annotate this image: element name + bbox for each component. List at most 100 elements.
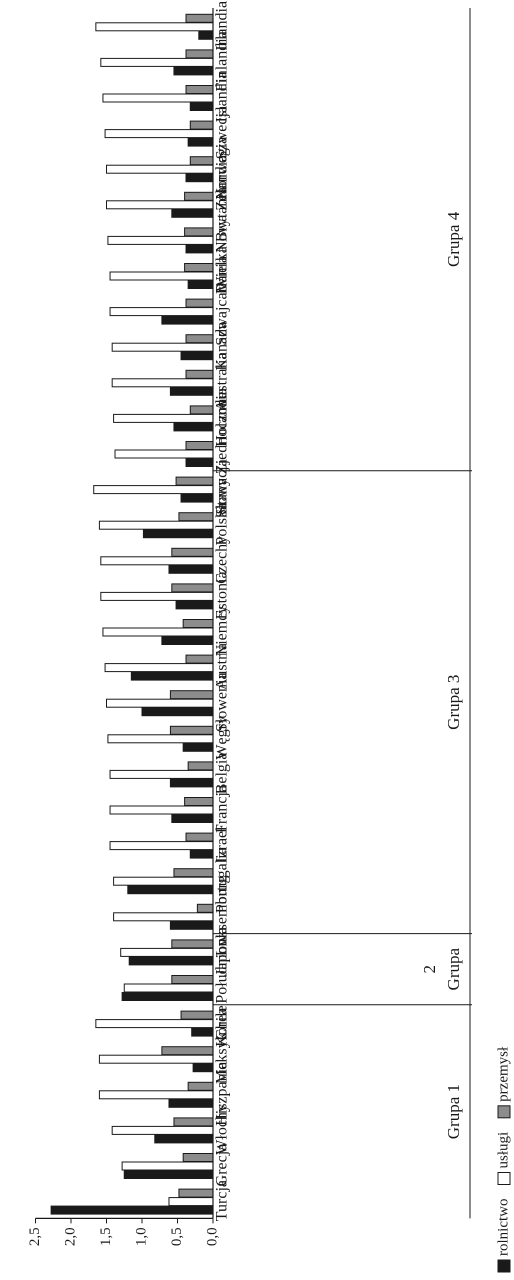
bar-przemysł-12 (187, 761, 214, 771)
bar-rolnictwo-15 (130, 671, 214, 681)
bar-usługi-5 (95, 1019, 214, 1029)
group-label: Grupa (444, 948, 463, 991)
bar-rolnictwo-31 (189, 102, 214, 111)
group-labels: Grupa 1 Grupa 2 Grupa 3 Grupa 4 (213, 8, 472, 1219)
bar-usługi-13 (107, 734, 214, 744)
bar-rolnictwo-28 (171, 208, 214, 218)
bar-przemysł-4 (161, 1046, 214, 1056)
bar-usługi-29 (106, 164, 214, 174)
bar-przemysł-10 (185, 832, 214, 842)
legend-swatch-rolnictwo (497, 1259, 511, 1273)
bar-rolnictwo-0 (50, 1205, 214, 1215)
bar-przemysł-5 (180, 1010, 214, 1020)
category-label: Stany Zjednoczone (213, 391, 230, 514)
legend-label: rolnictwo (495, 1199, 511, 1257)
bar-rolnictwo-8 (169, 920, 214, 930)
bar-usługi-32 (100, 57, 214, 67)
category-label: Portugalia (213, 847, 230, 913)
bar-przemysł-9 (173, 868, 214, 878)
tick-label: 1,0 (133, 1227, 149, 1246)
tick-label: 2,0 (62, 1227, 78, 1246)
category-label: Korea Południowa (213, 927, 230, 1047)
bar-usługi-27 (107, 235, 214, 245)
bar-usługi-22 (113, 413, 214, 423)
group-label: Grupa 1 (444, 1084, 463, 1139)
bar-przemysł-27 (184, 227, 214, 237)
bar-rolnictwo-19 (142, 529, 214, 539)
bar-usługi-18 (100, 556, 214, 566)
bar-rolnictwo-14 (141, 707, 214, 717)
category-label: Nowa Zelandia (213, 155, 230, 253)
category-label: Norwegia (213, 137, 230, 200)
bar-rolnictwo-3 (168, 1098, 214, 1108)
bar-rolnictwo-6 (121, 992, 214, 1001)
tick-label: 1,5 (98, 1227, 114, 1246)
bar-przemysł-7 (171, 939, 214, 949)
bar-rolnictwo-2 (154, 1134, 214, 1144)
bar-przemysł-16 (182, 619, 214, 628)
bar-rolnictwo-26 (187, 280, 214, 289)
bar-przemysł-22 (189, 405, 214, 415)
bar-przemysł-31 (185, 85, 214, 94)
bar-usługi-8 (113, 912, 214, 922)
legend-label: przemysł (495, 1046, 511, 1102)
bar-rolnictwo-21 (185, 458, 214, 467)
bar-przemysł-21 (185, 441, 214, 450)
bar-rolnictwo-25 (161, 315, 214, 325)
bar-rolnictwo-29 (185, 173, 214, 183)
bar-usługi-11 (109, 805, 214, 815)
bar-usługi-12 (109, 769, 214, 779)
bar-usługi-26 (109, 271, 214, 281)
bar-usługi-30 (104, 129, 214, 139)
category-label: Chile (213, 1005, 230, 1040)
bar-przemysł-0 (178, 1188, 214, 1198)
category-labels: TurcjaGrecjaWłochyHiszpaniaMeksykChileKo… (213, 1, 230, 1221)
group-label: Grupa 3 (444, 675, 463, 730)
legend: rolnictwo usługi przemysł (495, 1046, 511, 1273)
bar-przemysł-11 (184, 797, 214, 806)
bar-usługi-10 (109, 841, 214, 851)
bar-przemysł-23 (185, 369, 214, 379)
bar-usługi-23 (111, 378, 214, 388)
bar-przemysł-33 (185, 13, 214, 23)
bar-usługi-6 (123, 983, 214, 993)
category-label: Luksemburg (213, 876, 230, 957)
group-label: 2 (420, 965, 439, 974)
category-label: Wielka Brytania (213, 187, 230, 292)
category-label: Węgry (213, 716, 230, 760)
bar-usługi-25 (109, 307, 214, 317)
legend-label: usługi (495, 1132, 511, 1169)
category-label: Polska (213, 503, 230, 546)
bar-usługi-21 (114, 449, 214, 459)
bar-usługi-28 (106, 200, 214, 210)
category-label: Kanada (213, 322, 230, 371)
bar-usługi-9 (113, 876, 214, 886)
category-label: Słowacja (213, 459, 230, 518)
category-label: Estonia (213, 571, 230, 619)
bar-przemysł-24 (185, 334, 214, 344)
bar-przemysł-18 (171, 547, 214, 557)
bar-usługi-33 (95, 22, 214, 32)
bar-przemysł-15 (185, 654, 214, 664)
category-label: Australia (213, 352, 230, 411)
category-label: Słowenia (213, 672, 230, 732)
category-label: Meksyk (213, 1032, 230, 1084)
category-label: Austria (213, 643, 230, 690)
bar-przemysł-32 (185, 49, 214, 59)
bar-przemysł-26 (184, 263, 214, 272)
bar-rolnictwo-1 (123, 1170, 214, 1179)
bars-layer (50, 13, 214, 1215)
bar-przemysł-29 (189, 156, 214, 166)
bar-rolnictwo-16 (161, 636, 214, 645)
bar-przemysł-25 (185, 298, 214, 308)
category-label: Grecja (213, 1144, 230, 1187)
category-label: Holandia (213, 388, 230, 447)
value-axis: 0,0 0,5 1,0 1,5 2,0 2,5 (27, 8, 220, 1246)
bar-przemysł-28 (184, 191, 214, 201)
bar-przemysł-17 (171, 583, 214, 593)
bar-rolnictwo-17 (175, 600, 214, 610)
category-label: Belgia (213, 753, 230, 795)
tick-label: 2,5 (27, 1227, 43, 1246)
bar-przemysł-2 (173, 1117, 214, 1127)
category-label: Finlandia (213, 31, 230, 91)
